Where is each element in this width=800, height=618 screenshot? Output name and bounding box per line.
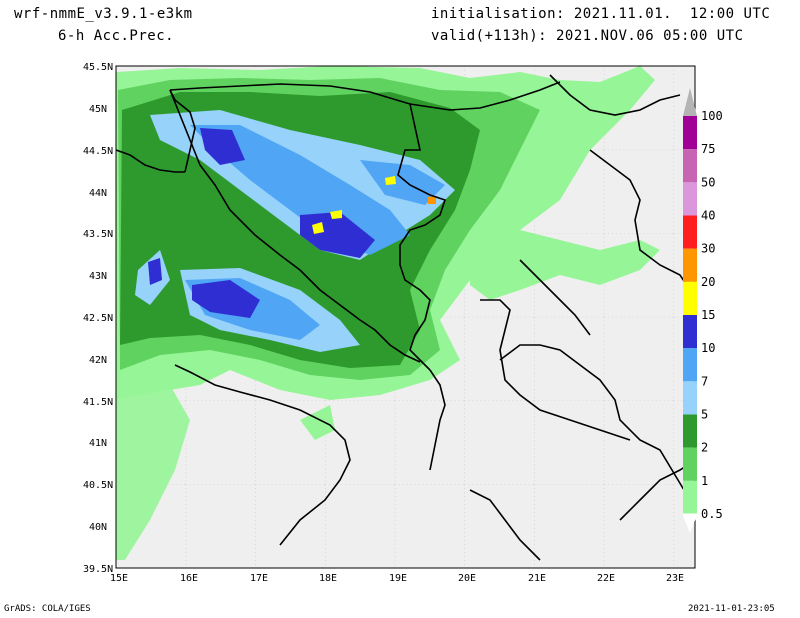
colorbar-arrow-top — [683, 88, 697, 116]
lat-label: 39.5N — [83, 564, 113, 575]
colorbar-box — [683, 248, 697, 282]
colorbar: 0.5 1 2 5 7 10 15 20 30 40 50 75 100 — [682, 88, 723, 534]
grads-credit: GrADS: COLA/IGES — [4, 604, 91, 614]
lon-label: 19E — [389, 573, 407, 584]
lat-label: 44.5N — [83, 146, 113, 157]
colorbar-label: 30 — [701, 242, 715, 256]
colorbar-label: 50 — [701, 175, 715, 189]
colorbar-box — [683, 116, 697, 150]
lon-label: 23E — [666, 573, 684, 584]
colorbar-label: 100 — [701, 109, 723, 123]
precip-15mm-spot-1 — [312, 222, 324, 234]
colorbar-box — [683, 149, 697, 183]
colorbar-box — [683, 381, 697, 415]
lon-label: 15E — [110, 573, 128, 584]
colorbar-label: 7 — [701, 374, 708, 388]
colorbar-box — [683, 447, 697, 481]
colorbar-label: 2 — [701, 441, 708, 455]
precip-7mm-area-east — [360, 160, 445, 205]
lat-label: 41.5N — [83, 397, 113, 408]
colorbar-label: 40 — [701, 209, 715, 223]
colorbar-label: 5 — [701, 408, 708, 422]
lat-label: 44N — [89, 188, 107, 199]
lat-label: 40N — [89, 522, 107, 533]
model-title: wrf-nmmE_v3.9.1-e3km — [14, 6, 193, 22]
precip-10mm-core-south — [192, 280, 260, 318]
precip-10mm-core-north — [200, 128, 245, 165]
lat-label: 42.5N — [83, 313, 113, 324]
longitude-labels: 15E 16E 17E 18E 19E 20E 21E 22E 23E — [110, 573, 684, 584]
lat-label: 43N — [89, 271, 107, 282]
lon-label: 18E — [319, 573, 337, 584]
colorbar-box — [683, 281, 697, 315]
lat-label: 45.5N — [83, 62, 113, 73]
colorbar-box — [683, 215, 697, 249]
colorbar-label: 10 — [701, 341, 715, 355]
lat-label: 45N — [89, 104, 107, 115]
precip-0.5mm-east — [470, 230, 660, 300]
precip-7mm-area-north — [190, 125, 410, 255]
lon-label: 16E — [180, 573, 198, 584]
precip-0.5mm-sw — [116, 385, 190, 560]
colorbar-label: 1 — [701, 474, 708, 488]
lat-label: 40.5N — [83, 480, 113, 491]
generation-timestamp: 2021-11-01-23:05 — [688, 604, 775, 614]
valid-time: valid(+113h): 2021.NOV.06 05:00 UTC — [431, 28, 744, 44]
initialisation-time: initialisation: 2021.11.01. 12:00 UTC — [431, 6, 771, 22]
precip-20mm-spot — [428, 196, 436, 204]
colorbar-box — [683, 414, 697, 448]
colorbar-label: 20 — [701, 275, 715, 289]
colorbar-box — [683, 315, 697, 349]
precip-0.5mm-patch — [300, 405, 335, 440]
precipitation-field — [116, 66, 660, 560]
field-title: 6-h Acc.Prec. — [58, 28, 175, 44]
lat-label: 41N — [89, 438, 107, 449]
lon-label: 17E — [250, 573, 268, 584]
precip-15mm-spot-3 — [385, 176, 396, 185]
colorbar-box — [683, 480, 697, 514]
colorbar-box — [683, 182, 697, 216]
colorbar-label: 15 — [701, 308, 715, 322]
precip-15mm-spot-2 — [330, 210, 342, 219]
colorbar-label: 0.5 — [701, 507, 723, 521]
lat-label: 42N — [89, 355, 107, 366]
colorbar-arrow-bottom — [682, 513, 698, 534]
lon-label: 21E — [528, 573, 546, 584]
lat-label: 43.5N — [83, 229, 113, 240]
latitude-labels: 45.5N 45N 44.5N 44N 43.5N 43N 42.5N 42N … — [83, 62, 113, 575]
lon-label: 22E — [597, 573, 615, 584]
country-borders — [116, 74, 695, 561]
colorbar-label: 75 — [701, 142, 715, 156]
precip-10mm-core-west — [148, 258, 162, 285]
colorbar-box — [683, 348, 697, 382]
lon-label: 20E — [458, 573, 476, 584]
